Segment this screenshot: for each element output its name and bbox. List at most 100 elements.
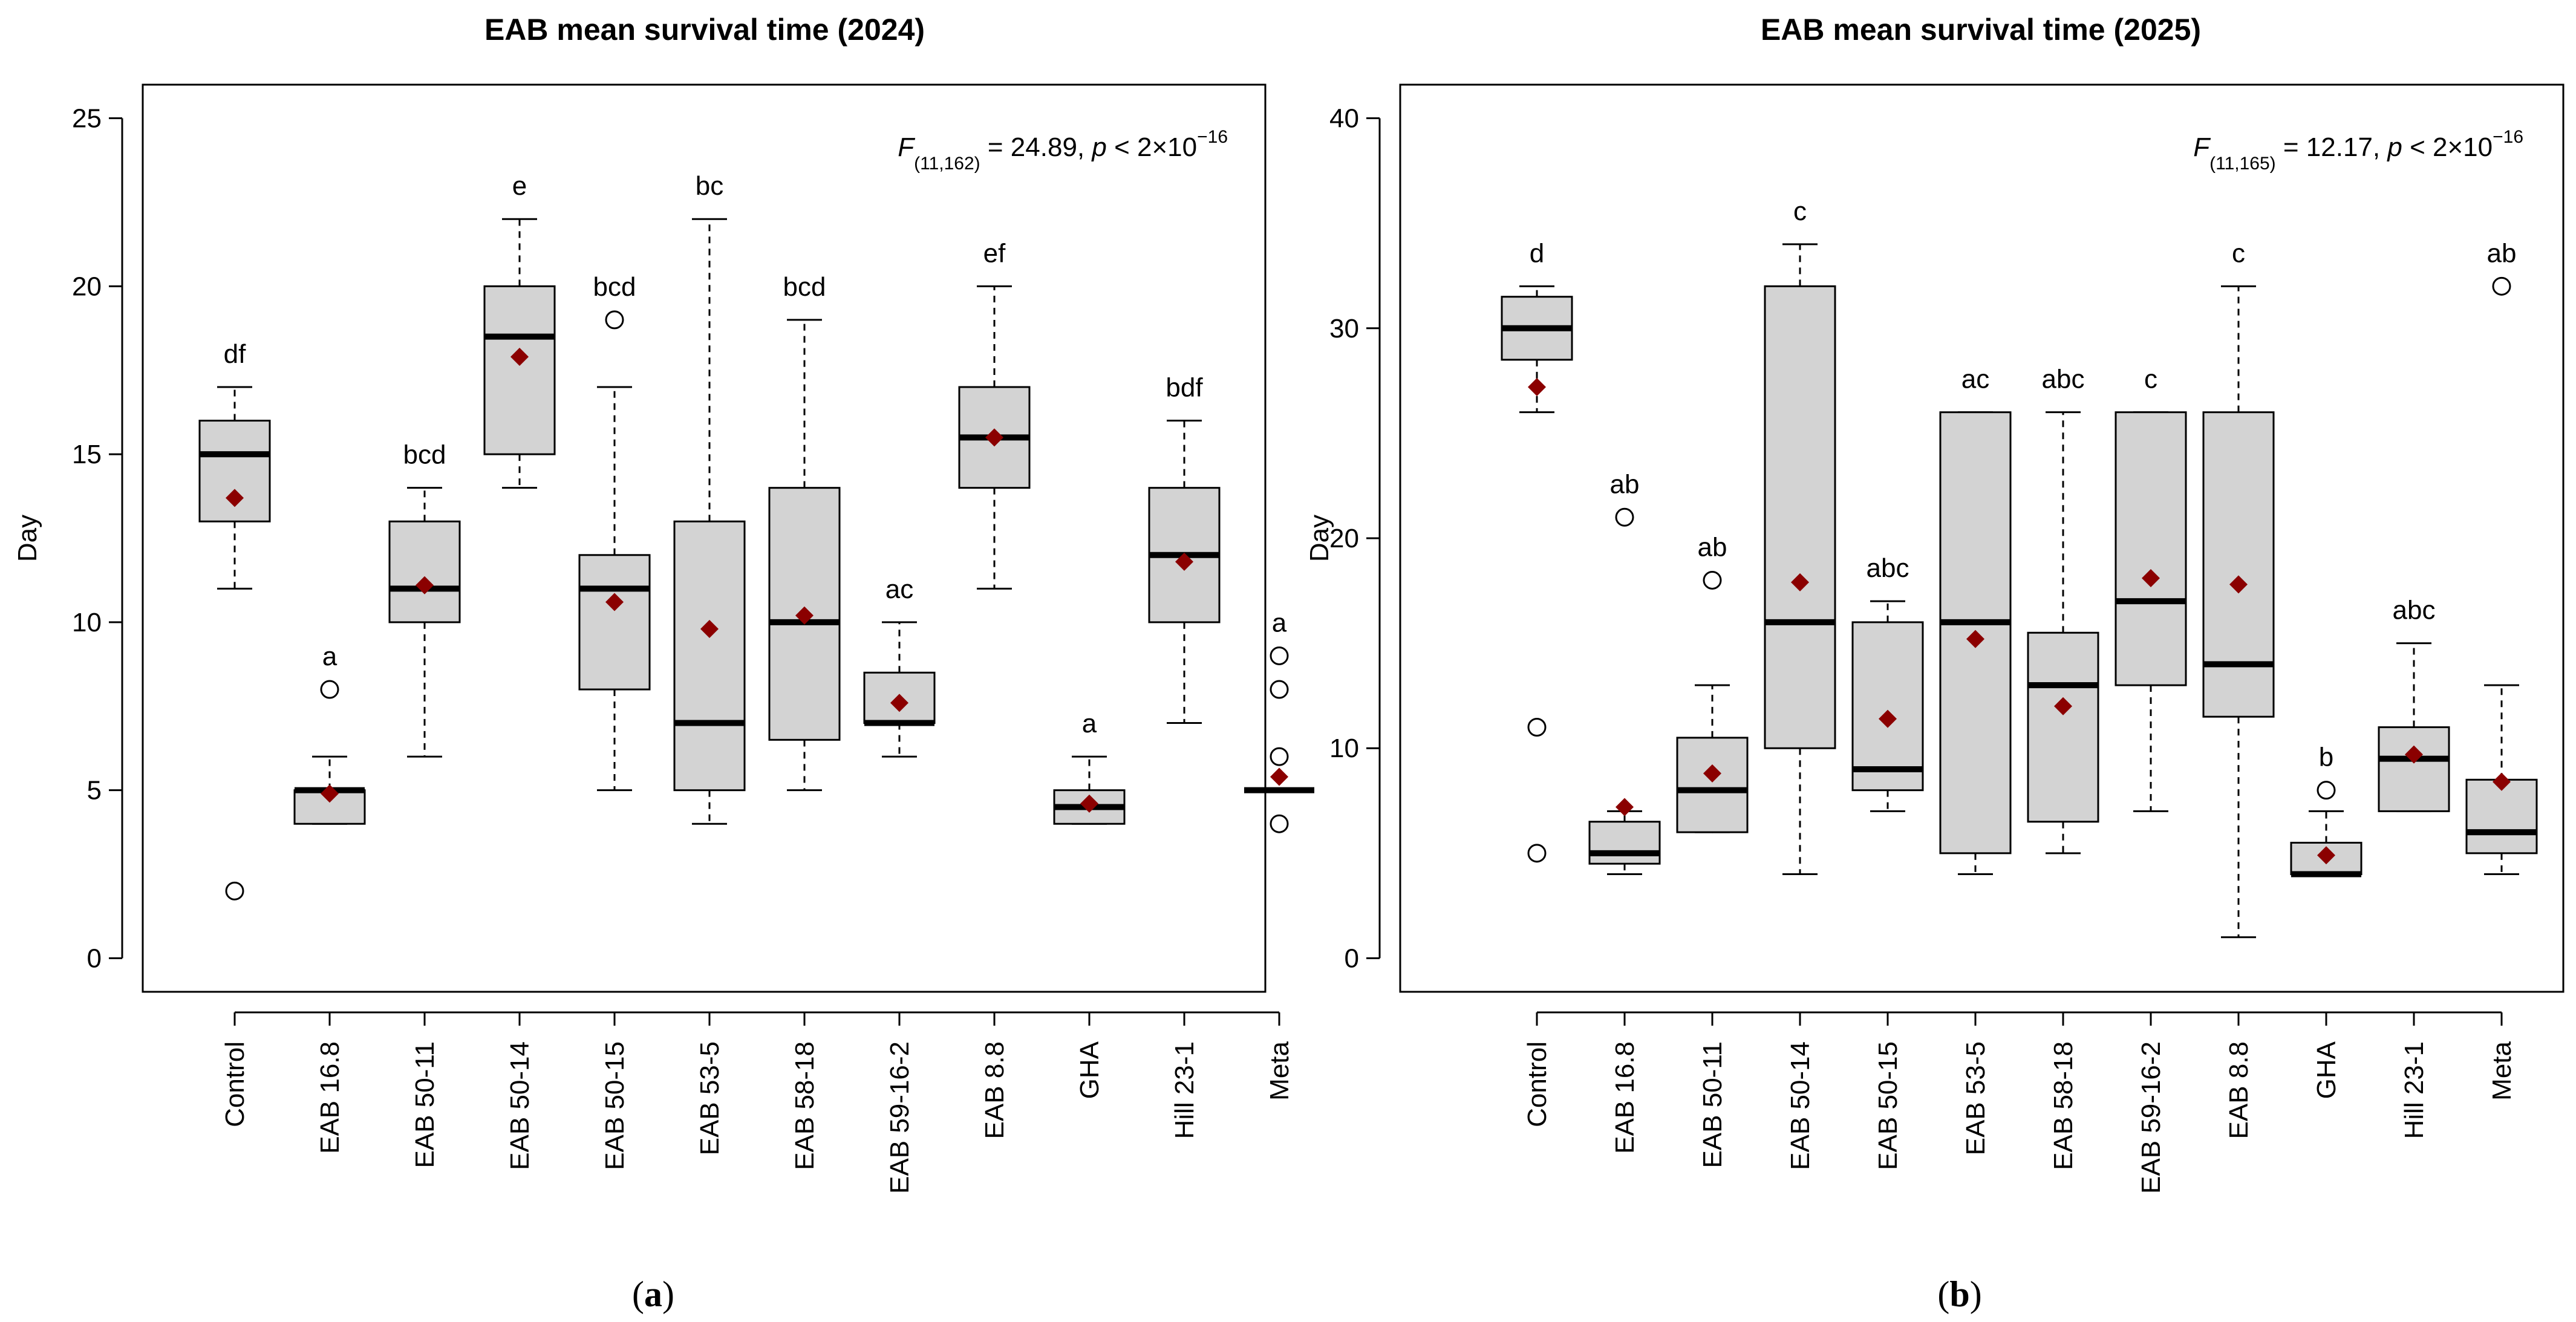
mean-marker — [1703, 764, 1721, 783]
mean-marker — [510, 348, 529, 366]
stat-value: = 24.89, — [980, 132, 1092, 162]
outlier-point — [320, 680, 339, 699]
box-group-gha: a GHA — [1053, 709, 1126, 1099]
iqr-box — [2378, 726, 2450, 812]
y-tick-label: 20 — [1329, 524, 1359, 553]
box-group-meta: ab Meta — [2465, 238, 2538, 1101]
stat-annotation: F(11,165) = 12.17, p < 2×10−16 — [2193, 127, 2523, 174]
mean-marker — [1528, 378, 1546, 396]
outlier-point — [1527, 844, 1547, 863]
x-tick-label: EAB 59-16-2 — [2136, 1041, 2166, 1194]
stat-p: p — [1091, 132, 1106, 162]
panel-label-letter: b — [1949, 1274, 1969, 1314]
outlier-point — [1270, 680, 1289, 699]
iqr-box — [2465, 778, 2538, 855]
box-group-eab-58-18: abc EAB 58-18 — [2027, 365, 2099, 1170]
mean-marker — [2493, 772, 2511, 791]
y-tick-label: 15 — [72, 440, 102, 469]
mean-marker — [700, 620, 719, 638]
significance-letter: ab — [1698, 532, 1727, 562]
mean-marker — [605, 593, 624, 611]
panel-label-letter: a — [644, 1274, 662, 1314]
mean-marker — [416, 576, 434, 594]
iqr-box — [1588, 821, 1661, 865]
stat-p-rest: < 2×10 — [2402, 132, 2493, 162]
mean-marker — [2317, 846, 2335, 865]
significance-letter: bc — [696, 171, 723, 201]
significance-letter: c — [1793, 197, 1807, 226]
x-tick-label: GHA — [2312, 1041, 2341, 1099]
box-group-eab-50-15: bcd EAB 50-15 — [578, 272, 651, 1170]
significance-letter: bcd — [783, 272, 826, 302]
significance-letter: bcd — [593, 272, 636, 302]
significance-letter: b — [2319, 743, 2333, 772]
box-group-eab-58-18: bcd EAB 58-18 — [768, 272, 841, 1170]
iqr-box — [673, 520, 746, 792]
y-axis-label: Day — [13, 515, 42, 562]
box-group-eab-8-8: ef EAB 8.8 — [958, 238, 1031, 1139]
outlier-point — [1270, 747, 1289, 766]
box-group-eab-50-14: e EAB 50-14 — [483, 171, 556, 1170]
outlier-point — [1615, 507, 1634, 527]
x-tick-label: EAB 50-15 — [600, 1041, 630, 1170]
x-tick-label: GHA — [1075, 1041, 1104, 1099]
box-group-eab-50-11: ab EAB 50-11 — [1676, 532, 1749, 1168]
box-group-eab-59-16-2: ac EAB 59-16-2 — [863, 575, 936, 1194]
x-tick-label: Meta — [2487, 1041, 2517, 1100]
y-tick-label: 10 — [72, 608, 102, 637]
panel-label: (b) — [1937, 1274, 1981, 1314]
mean-marker — [321, 784, 339, 803]
x-tick-label: EAB 16.8 — [315, 1041, 345, 1154]
box-group-eab-50-15: abc EAB 50-15 — [1851, 553, 1924, 1170]
box-group-hill-23-1: abc Hill 23-1 — [2378, 596, 2450, 1139]
significance-letter: d — [1530, 238, 1544, 268]
x-tick-label: EAB 59-16-2 — [885, 1041, 915, 1194]
y-axis-label: Day — [1305, 515, 1334, 562]
x-tick-label: Meta — [1265, 1041, 1294, 1100]
panel-label-open: ( — [1937, 1274, 1949, 1314]
box-group-control: df Control — [198, 339, 271, 1127]
significance-letter: a — [322, 642, 337, 671]
box-group-eab-53-5: ac EAB 53-5 — [1939, 365, 2012, 1155]
significance-letter: abc — [1867, 553, 1909, 583]
y-tick-label: 40 — [1329, 104, 1359, 134]
box-group-meta: a Meta — [1244, 608, 1314, 1101]
box-group-gha: b GHA — [2290, 743, 2362, 1099]
outlier-point — [1703, 570, 1722, 590]
x-tick-label: EAB 50-14 — [1785, 1041, 1815, 1170]
x-tick-label: EAB 50-11 — [410, 1041, 440, 1168]
mean-marker — [2405, 745, 2423, 764]
mean-marker — [890, 694, 908, 712]
x-tick-label: EAB 58-18 — [790, 1041, 820, 1170]
stat-f: F — [2193, 132, 2211, 162]
y-tick-label: 10 — [1329, 734, 1359, 763]
chart-title: EAB mean survival time (2024) — [484, 13, 925, 47]
iqr-box — [1851, 621, 1924, 792]
plot-frame — [1399, 83, 2565, 993]
iqr-box — [2202, 411, 2275, 718]
y-tick-label: 30 — [1329, 314, 1359, 344]
outlier-point — [225, 881, 244, 900]
panel-a-chart: EAB mean survival time (2024) 0 5 10 15 20 25 D… — [13, 13, 1314, 1314]
outlier-point — [1270, 814, 1289, 833]
significance-letter: df — [224, 339, 246, 369]
y-tick-label: 25 — [72, 104, 102, 134]
x-tick-label: EAB 8.8 — [980, 1041, 1009, 1139]
x-tick-label: EAB 50-11 — [1698, 1041, 1727, 1168]
significance-letter: c — [2144, 365, 2157, 394]
x-tick-label: EAB 50-15 — [1873, 1041, 1903, 1170]
plot-frame — [142, 83, 1267, 993]
x-tick-label: EAB 16.8 — [1610, 1041, 1640, 1154]
stat-p: p — [2386, 132, 2402, 162]
outlier-point — [1270, 646, 1289, 665]
chart-title: EAB mean survival time (2025) — [1761, 13, 2201, 47]
significance-letter: abc — [2042, 365, 2085, 394]
x-tick-label: Control — [220, 1041, 250, 1127]
y-tick-label: 20 — [72, 272, 102, 301]
box-group-eab-59-16-2: c EAB 59-16-2 — [2115, 365, 2187, 1194]
outlier-point — [1527, 718, 1547, 737]
box-group-eab-53-5: bc EAB 53-5 — [673, 171, 746, 1155]
significance-letter: c — [2232, 238, 2245, 268]
x-tick-label: EAB 53-5 — [695, 1041, 725, 1155]
iqr-box — [1676, 737, 1749, 833]
